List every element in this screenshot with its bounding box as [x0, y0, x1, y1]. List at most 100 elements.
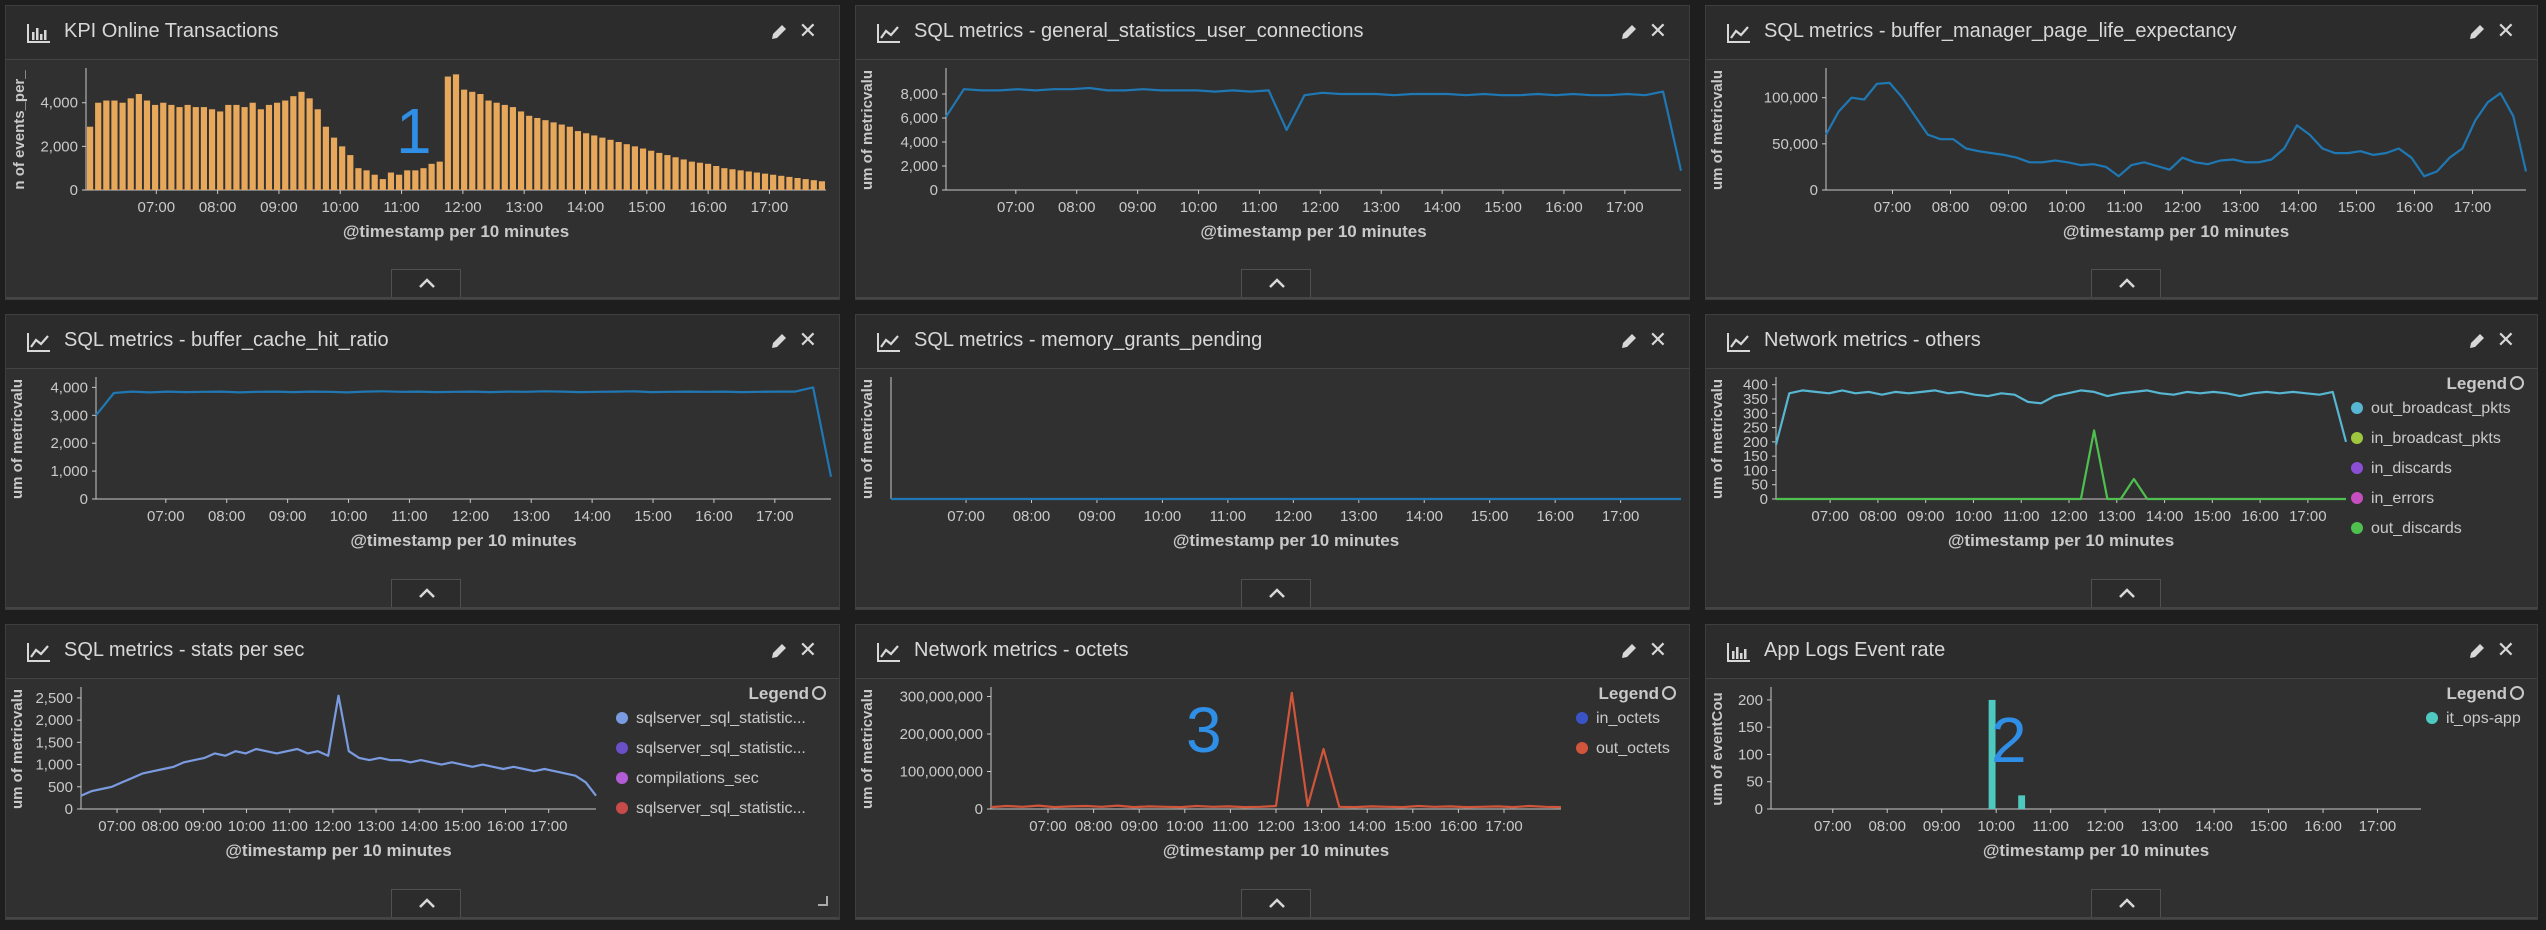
legend-item[interactable]: sqlserver_sql_statistic...	[636, 710, 806, 727]
edit-pencil-icon[interactable]	[769, 22, 789, 42]
bar[interactable]	[184, 104, 191, 190]
legend-swatch[interactable]	[616, 772, 628, 784]
close-icon[interactable]: ✕	[798, 327, 817, 352]
bar[interactable]	[574, 131, 582, 190]
bar[interactable]	[810, 180, 817, 190]
bar[interactable]	[501, 104, 508, 190]
bar[interactable]	[623, 144, 630, 190]
legend-title[interactable]: Legend	[2447, 684, 2507, 703]
legend-item[interactable]: sqlserver_sql_statistic...	[636, 740, 806, 757]
bar[interactable]	[241, 107, 248, 190]
bar[interactable]	[696, 162, 704, 190]
bar[interactable]	[672, 157, 679, 190]
bar[interactable]	[664, 155, 671, 190]
legend-swatch[interactable]	[2351, 522, 2363, 534]
bar[interactable]	[249, 102, 256, 190]
bar[interactable]	[225, 104, 232, 190]
bar[interactable]	[330, 137, 338, 190]
collapse-toggle[interactable]	[1241, 889, 1311, 917]
bar[interactable]	[526, 115, 533, 190]
legend-item[interactable]: out_broadcast_pkts	[2371, 400, 2511, 417]
bar[interactable]	[786, 176, 793, 190]
bar[interactable]	[753, 172, 760, 190]
bar[interactable]	[127, 98, 134, 190]
chevron-up-icon[interactable]	[2092, 580, 2162, 606]
edit-pencil-icon[interactable]	[1619, 641, 1639, 661]
legend-item[interactable]: it_ops-app	[2446, 710, 2521, 727]
bar[interactable]	[818, 181, 826, 190]
close-icon[interactable]: ✕	[2496, 18, 2515, 43]
bar[interactable]	[192, 107, 199, 190]
bar[interactable]	[355, 168, 362, 190]
edit-pencil-icon[interactable]	[2467, 641, 2487, 661]
chevron-up-icon[interactable]	[2092, 270, 2162, 296]
bar[interactable]	[143, 100, 151, 190]
legend-toggle-icon[interactable]	[2510, 686, 2524, 700]
chevron-up-icon[interactable]	[1242, 270, 1312, 296]
bar[interactable]	[387, 172, 395, 190]
collapse-toggle[interactable]	[1241, 269, 1311, 297]
series-line[interactable]	[1825, 81, 2528, 178]
bar[interactable]	[615, 142, 622, 190]
legend-swatch[interactable]	[2351, 402, 2363, 414]
bar[interactable]	[2018, 795, 2026, 809]
bar[interactable]	[395, 174, 403, 190]
legend-swatch[interactable]	[1576, 742, 1588, 754]
collapse-toggle[interactable]	[391, 579, 461, 607]
collapse-toggle[interactable]	[2091, 889, 2161, 917]
legend-item[interactable]: in_discards	[2371, 460, 2452, 477]
bar[interactable]	[111, 100, 118, 190]
series-line[interactable]	[990, 691, 1562, 809]
legend-swatch[interactable]	[616, 802, 628, 814]
edit-pencil-icon[interactable]	[2467, 331, 2487, 351]
legend-swatch[interactable]	[1576, 712, 1588, 724]
bar[interactable]	[778, 175, 785, 190]
collapse-toggle[interactable]	[391, 889, 461, 917]
chevron-up-icon[interactable]	[392, 580, 462, 606]
legend-swatch[interactable]	[616, 742, 628, 754]
bar[interactable]	[542, 120, 549, 190]
collapse-toggle[interactable]	[2091, 269, 2161, 297]
bar[interactable]	[347, 155, 354, 190]
bar[interactable]	[534, 118, 541, 190]
legend-title[interactable]: Legend	[1599, 684, 1659, 703]
close-icon[interactable]: ✕	[1648, 637, 1667, 662]
legend-toggle-icon[interactable]	[1662, 686, 1676, 700]
bar[interactable]	[517, 111, 525, 190]
bar[interactable]	[680, 159, 687, 190]
bar[interactable]	[509, 107, 517, 190]
bar[interactable]	[135, 94, 142, 190]
bar[interactable]	[713, 166, 720, 190]
bar[interactable]	[428, 163, 435, 190]
legend-swatch[interactable]	[2351, 462, 2363, 474]
bar[interactable]	[452, 74, 460, 190]
bar[interactable]	[461, 89, 468, 190]
bar[interactable]	[265, 104, 273, 190]
bar[interactable]	[404, 170, 411, 190]
close-icon[interactable]: ✕	[798, 18, 817, 43]
bar[interactable]	[802, 179, 809, 190]
bar[interactable]	[152, 104, 159, 190]
bar[interactable]	[688, 161, 695, 190]
bar[interactable]	[631, 146, 638, 190]
chevron-up-icon[interactable]	[1242, 890, 1312, 916]
bar[interactable]	[737, 170, 744, 190]
bar[interactable]	[1988, 699, 1996, 809]
bar[interactable]	[566, 126, 573, 190]
close-icon[interactable]: ✕	[1648, 18, 1667, 43]
legend-item[interactable]: sqlserver_sql_statistic...	[636, 800, 806, 817]
bar[interactable]	[444, 76, 451, 190]
close-icon[interactable]: ✕	[798, 637, 817, 662]
bar[interactable]	[208, 109, 216, 190]
legend-swatch[interactable]	[616, 712, 628, 724]
legend-swatch[interactable]	[2426, 712, 2438, 724]
bar[interactable]	[745, 171, 752, 190]
bar[interactable]	[233, 104, 240, 190]
edit-pencil-icon[interactable]	[2467, 22, 2487, 42]
bar[interactable]	[770, 174, 777, 190]
bar[interactable]	[583, 133, 590, 190]
bar[interactable]	[298, 91, 305, 190]
chevron-up-icon[interactable]	[392, 270, 462, 296]
bar[interactable]	[761, 173, 769, 190]
bar[interactable]	[420, 168, 427, 190]
